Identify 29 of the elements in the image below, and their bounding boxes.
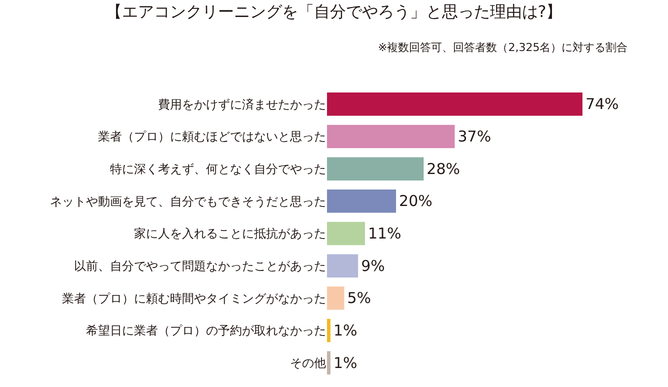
bar bbox=[327, 157, 424, 180]
data-label: 11% bbox=[368, 224, 402, 242]
y-tick-label: 以前、自分でやって問題なかったことがあった bbox=[74, 259, 326, 274]
data-label: 5% bbox=[347, 289, 372, 308]
chart-subtitle: ※複数回答可、回答者数（2,325名）に対する割合 bbox=[378, 41, 628, 54]
bar bbox=[327, 254, 358, 278]
y-tick-label: 特に深く考えず、何となく自分でやった bbox=[110, 162, 326, 176]
data-label: 1% bbox=[333, 322, 358, 340]
bar bbox=[327, 318, 330, 342]
bar bbox=[327, 190, 396, 213]
bar bbox=[327, 286, 344, 310]
y-tick-label: 希望日に業者（プロ）の予約が取れなかった bbox=[86, 324, 326, 338]
data-label: 1% bbox=[333, 354, 358, 372]
y-tick-label: 業者（プロ）に頼む時間やタイミングがなかった bbox=[62, 291, 326, 306]
y-tick-label: 費用をかけずに済ませたかった bbox=[158, 97, 326, 112]
y-tick-label: 家に人を入れることに抵抗があった bbox=[134, 226, 326, 241]
data-label: 20% bbox=[399, 192, 432, 210]
bar bbox=[327, 92, 582, 116]
bar bbox=[327, 124, 455, 148]
bar bbox=[327, 351, 330, 374]
data-label: 74% bbox=[585, 95, 619, 114]
data-label: 28% bbox=[426, 160, 460, 178]
y-tick-label: ネットや動画を見て、自分でもできそうだと思った bbox=[50, 194, 326, 208]
chart-title: 【エアコンクリーニングを「自分でやろう」と思った理由は?】 bbox=[106, 2, 562, 22]
y-tick-label: その他 bbox=[290, 356, 326, 370]
data-label: 37% bbox=[458, 128, 492, 146]
data-label: 9% bbox=[361, 256, 385, 275]
y-tick-label: 業者（プロ）に頼むほどではないと思った bbox=[98, 130, 326, 144]
bar bbox=[327, 222, 365, 246]
